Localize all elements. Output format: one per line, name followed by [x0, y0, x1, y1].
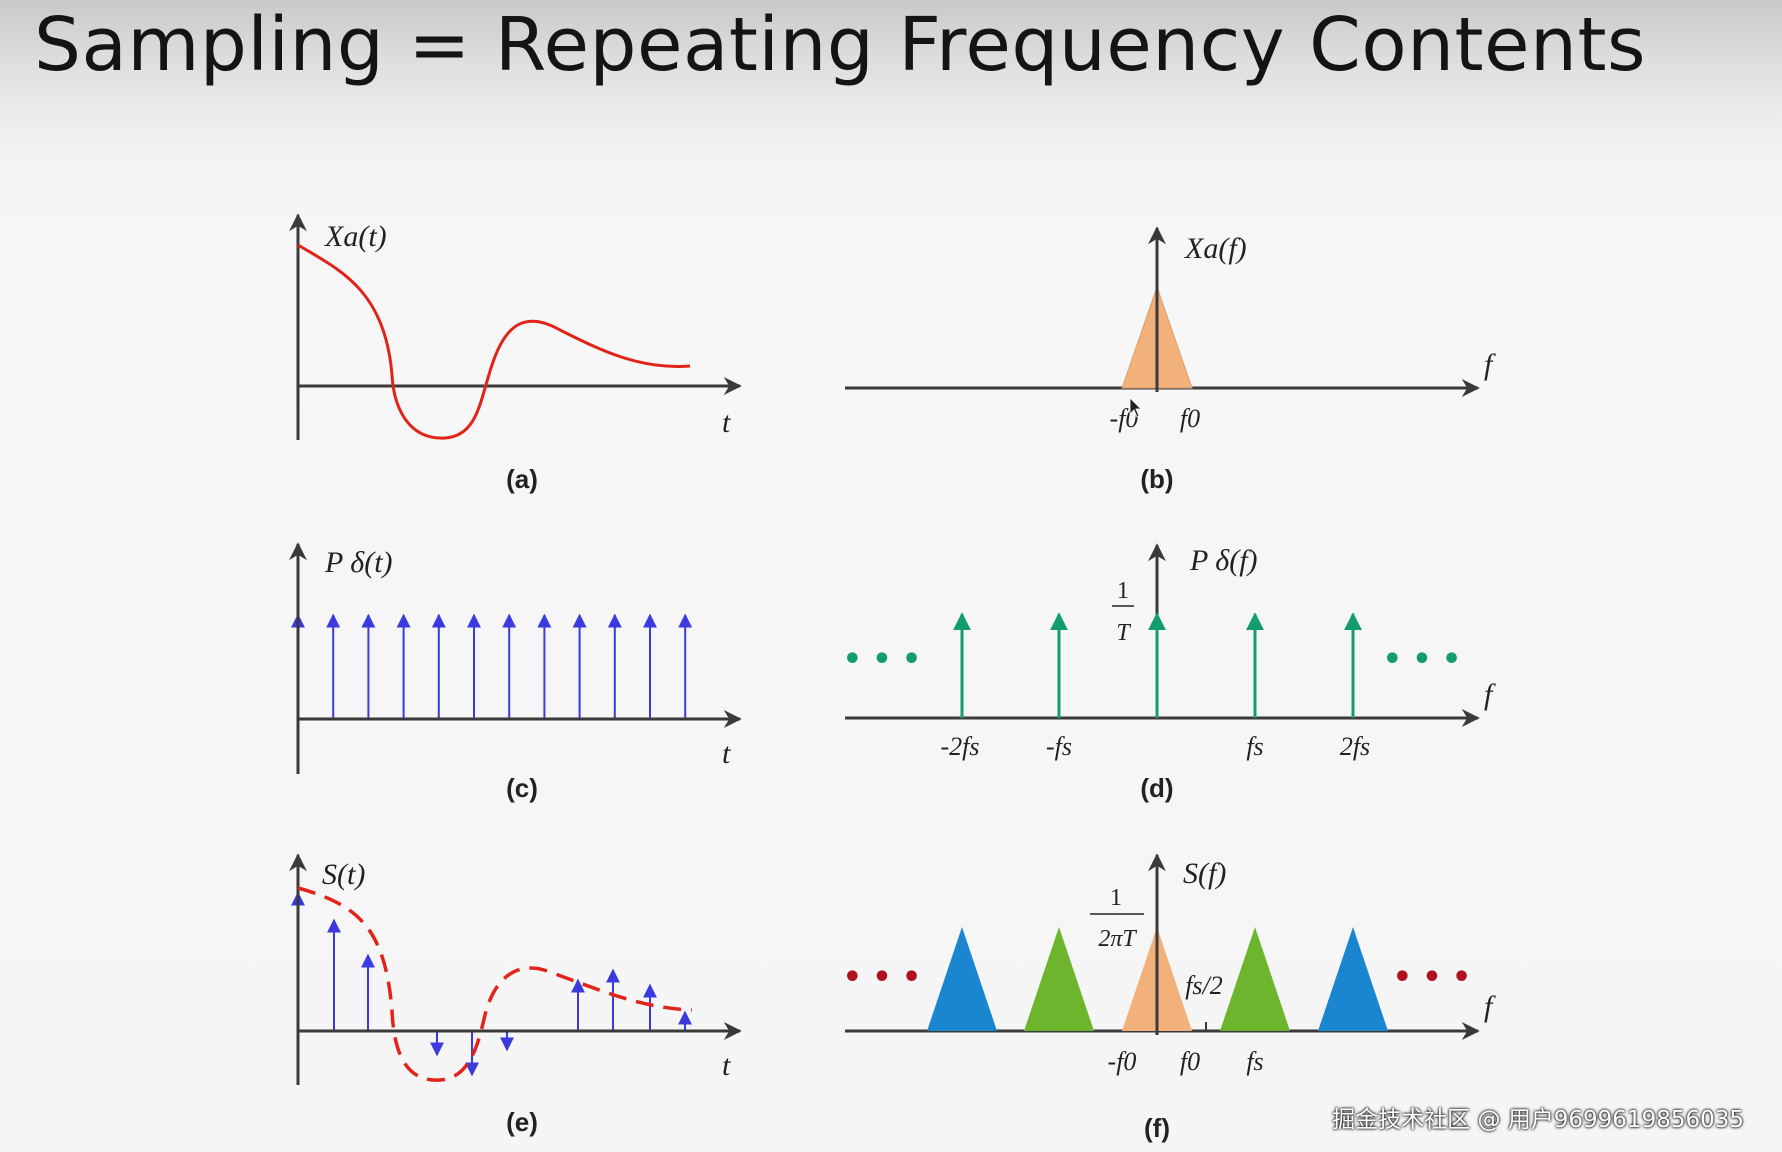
spectrum-replica-neg-fs	[1024, 927, 1094, 1031]
spectrum-replica-fs	[1220, 927, 1290, 1031]
sampled-impulses	[291, 891, 692, 1077]
panel-f-amp-denominator: 2πT	[1098, 926, 1137, 952]
panel-f-amp-numerator: 1	[1110, 885, 1122, 911]
panel-a: Xa(t) t (a)	[289, 213, 742, 494]
panel-c-y-label: P δ(t)	[324, 546, 393, 579]
panel-f-x-label: f	[1484, 990, 1496, 1023]
panel-f-tick-fs: fs	[1246, 1047, 1263, 1076]
impulse-train-freq	[953, 612, 1362, 718]
panel-d-x-label: f	[1484, 678, 1496, 711]
panel-d-tick-neg-2fs: -2fs	[941, 732, 980, 761]
panel-f-tick-f0: f0	[1180, 1047, 1200, 1076]
panel-c: P δ(t) t (c)	[289, 542, 742, 803]
analog-signal-curve	[297, 243, 691, 440]
panel-d-amp-numerator: 1	[1117, 578, 1129, 604]
panel-b-tick-f0: f0	[1180, 404, 1200, 433]
panel-d-label: (d)	[1140, 773, 1173, 803]
panel-d-tick-fs: fs	[1246, 732, 1263, 761]
panel-a-y-label: Xa(t)	[324, 220, 387, 253]
panel-b-label: (b)	[1140, 464, 1173, 494]
panel-f-y-label: S(f)	[1183, 857, 1226, 890]
spectrum-replica-neg-2fs	[927, 927, 997, 1031]
panel-b-y-label: Xa(f)	[1184, 232, 1247, 265]
panel-e-x-label: t	[722, 1049, 731, 1082]
cursor-icon	[1129, 397, 1142, 418]
spectrum-replica-2fs	[1318, 927, 1388, 1031]
panel-d: • • • • • • 1 T P δ(f) f -2fs -fs fs 2fs…	[843, 543, 1496, 803]
panel-e-y-label: S(t)	[322, 858, 365, 891]
panel-e-label: (e)	[506, 1107, 538, 1137]
impulse-train-time	[291, 613, 693, 719]
panel-f-ellipsis-left: • • •	[843, 960, 921, 995]
panel-f-half-fs-label: fs/2	[1185, 971, 1223, 1000]
panel-f-label: (f)	[1144, 1113, 1170, 1143]
panel-d-y-label: P δ(f)	[1189, 544, 1258, 577]
panel-d-amp-denominator: T	[1116, 620, 1131, 646]
panel-a-x-label: t	[722, 406, 731, 439]
panel-b: Xa(f) f -f0 f0 (b)	[845, 226, 1496, 494]
watermark: 掘金技术社区 @ 用户9699619856035	[1332, 1107, 1744, 1133]
panel-f: • • • • • • 1 2πT S(f) fs/2 f -f0 f0 fs …	[843, 853, 1496, 1143]
panel-c-label: (c)	[506, 773, 538, 803]
sampled-signal-envelope	[297, 886, 693, 1082]
panel-e: S(t) t (e)	[289, 853, 742, 1137]
panel-b-x-label: f	[1484, 348, 1496, 381]
panel-f-ellipsis-right: • • •	[1393, 960, 1471, 995]
panel-d-tick-2fs: 2fs	[1340, 732, 1370, 761]
panel-d-ellipsis-left: • • •	[843, 642, 921, 677]
slide-title: Sampling = Repeating Frequency Contents	[34, 2, 1647, 88]
panel-d-ellipsis-right: • • •	[1383, 642, 1461, 677]
panel-c-x-label: t	[722, 737, 731, 770]
panel-d-tick-neg-fs: -fs	[1046, 732, 1072, 761]
panel-a-label: (a)	[506, 464, 538, 494]
panel-f-tick-neg-f0: -f0	[1108, 1047, 1137, 1076]
